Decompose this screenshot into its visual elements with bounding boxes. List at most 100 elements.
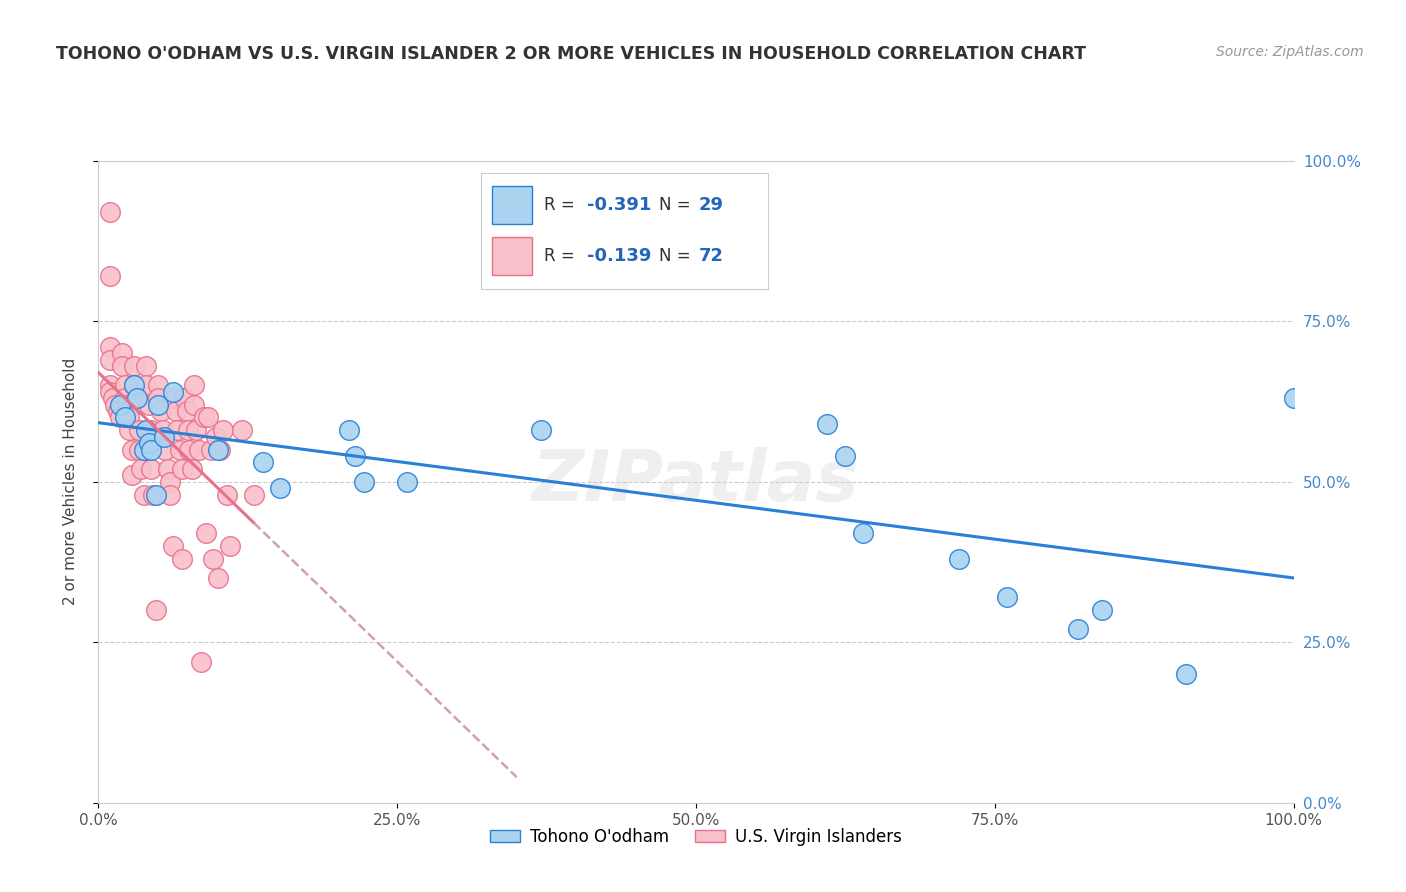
- Legend: Tohono O'odham, U.S. Virgin Islanders: Tohono O'odham, U.S. Virgin Islanders: [484, 821, 908, 852]
- Point: [149, 404, 172, 418]
- Point: [121, 468, 143, 483]
- Point: [108, 410, 131, 425]
- Point: [202, 551, 225, 566]
- Point: [995, 591, 1018, 605]
- Point: [124, 359, 146, 373]
- Point: [187, 442, 209, 457]
- Point: [152, 423, 174, 437]
- Point: [98, 378, 122, 392]
- Point: [128, 423, 150, 437]
- Point: [948, 551, 970, 566]
- Point: [132, 442, 155, 457]
- Point: [148, 391, 170, 405]
- Point: [139, 462, 162, 476]
- Point: [243, 487, 266, 501]
- Point: [148, 378, 170, 392]
- Point: [98, 269, 122, 284]
- Point: [183, 378, 205, 392]
- Point: [139, 442, 162, 457]
- Point: [111, 346, 134, 360]
- Point: [107, 404, 129, 418]
- Point: [118, 410, 141, 425]
- Point: [172, 462, 194, 476]
- Point: [852, 526, 875, 541]
- Point: [114, 391, 136, 405]
- Point: [207, 442, 229, 457]
- Point: [177, 423, 200, 437]
- Point: [156, 462, 179, 476]
- Point: [115, 398, 138, 412]
- Point: [173, 391, 195, 405]
- Point: [138, 436, 160, 450]
- Point: [180, 462, 202, 476]
- Text: Source: ZipAtlas.com: Source: ZipAtlas.com: [1216, 45, 1364, 59]
- Point: [155, 442, 177, 457]
- Point: [125, 391, 148, 405]
- Point: [395, 475, 418, 489]
- Point: [163, 391, 186, 405]
- Point: [128, 442, 150, 457]
- Point: [135, 359, 157, 373]
- Text: TOHONO O'ODHAM VS U.S. VIRGIN ISLANDER 2 OR MORE VEHICLES IN HOUSEHOLD CORRELATI: TOHONO O'ODHAM VS U.S. VIRGIN ISLANDER 2…: [56, 45, 1087, 62]
- Point: [98, 352, 122, 367]
- Point: [209, 442, 232, 457]
- Point: [159, 475, 181, 489]
- Point: [131, 462, 153, 476]
- Point: [219, 539, 242, 553]
- Point: [98, 384, 122, 399]
- Point: [162, 384, 184, 399]
- Point: [252, 455, 274, 469]
- Point: [166, 423, 188, 437]
- Point: [217, 487, 239, 501]
- Point: [118, 423, 141, 437]
- Point: [125, 391, 148, 405]
- Point: [197, 410, 219, 425]
- Point: [135, 378, 157, 392]
- Point: [183, 398, 205, 412]
- Point: [530, 423, 553, 437]
- Point: [231, 423, 253, 437]
- Point: [142, 487, 165, 501]
- Point: [104, 398, 127, 412]
- Point: [145, 603, 167, 617]
- Point: [138, 398, 160, 412]
- Point: [353, 475, 375, 489]
- Point: [186, 423, 208, 437]
- Point: [115, 404, 138, 418]
- Point: [176, 404, 198, 418]
- Point: [124, 378, 146, 392]
- Point: [145, 487, 167, 501]
- Point: [135, 423, 157, 437]
- Point: [121, 442, 143, 457]
- Point: [200, 442, 222, 457]
- Point: [1175, 667, 1198, 681]
- Point: [153, 430, 176, 444]
- Point: [1067, 623, 1090, 637]
- Point: [1282, 391, 1305, 405]
- Point: [108, 398, 131, 412]
- Point: [98, 340, 122, 354]
- Point: [165, 404, 187, 418]
- Point: [162, 539, 184, 553]
- Point: [207, 571, 229, 585]
- Point: [1091, 603, 1114, 617]
- Point: [815, 417, 838, 431]
- Point: [344, 449, 367, 463]
- Point: [111, 359, 134, 373]
- Point: [101, 391, 124, 405]
- Y-axis label: 2 or more Vehicles in Household: 2 or more Vehicles in Household: [63, 358, 77, 606]
- Point: [195, 526, 218, 541]
- Point: [114, 378, 136, 392]
- Point: [269, 481, 291, 495]
- Point: [132, 487, 155, 501]
- Point: [172, 551, 194, 566]
- Point: [190, 655, 212, 669]
- Point: [169, 442, 191, 457]
- Point: [114, 410, 136, 425]
- Point: [159, 487, 181, 501]
- Text: ZIPatlas: ZIPatlas: [533, 447, 859, 516]
- Point: [211, 423, 233, 437]
- Point: [98, 205, 122, 219]
- Point: [139, 423, 162, 437]
- Point: [339, 423, 361, 437]
